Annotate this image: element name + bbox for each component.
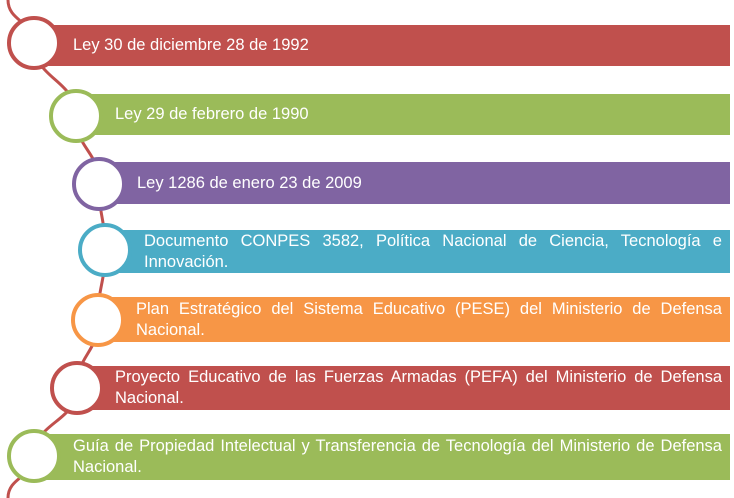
item-label: Ley 29 de febrero de 1990	[115, 105, 309, 123]
timeline-node	[7, 16, 61, 70]
item-label: Guía de Propiedad Intelectual y Transfer…	[73, 437, 722, 476]
timeline-item-ley-1286: Ley 1286 de enero 23 de 2009	[99, 162, 730, 204]
timeline-node	[72, 157, 126, 211]
item-label: Plan Estratégico del Sistema Educativo (…	[136, 299, 722, 339]
timeline-item-guia: Guía de Propiedad Intelectual y Transfer…	[34, 434, 730, 480]
item-label: Ley 1286 de enero 23 de 2009	[137, 173, 362, 192]
timeline-item-pese: Plan Estratégico del Sistema Educativo (…	[98, 297, 730, 342]
timeline-node	[71, 293, 125, 347]
timeline-node	[49, 89, 103, 143]
timeline-item-pefa: Proyecto Educativo de las Fuerzas Armada…	[77, 366, 730, 410]
timeline-node	[78, 223, 132, 277]
timeline-item-ley-30: Ley 30 de diciembre 28 de 1992	[33, 25, 730, 66]
item-label: Proyecto Educativo de las Fuerzas Armada…	[115, 368, 722, 407]
item-label: Ley 30 de diciembre 28 de 1992	[73, 36, 309, 54]
timeline-item-ley-29: Ley 29 de febrero de 1990	[75, 94, 730, 135]
timeline-node	[50, 361, 104, 415]
item-label: Documento CONPES 3582, Política Nacional…	[144, 231, 722, 271]
timeline-item-conpes: Documento CONPES 3582, Política Nacional…	[105, 230, 730, 273]
timeline-node	[7, 429, 61, 483]
